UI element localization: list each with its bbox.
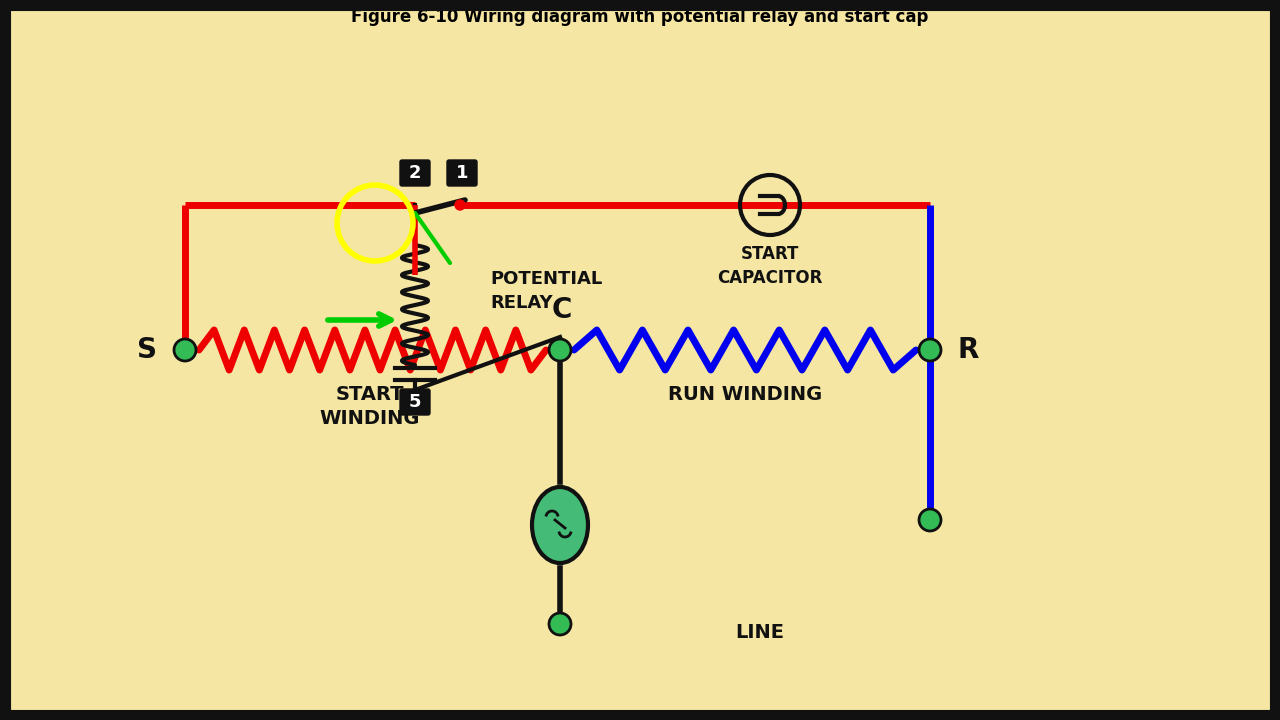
Text: START
WINDING: START WINDING [320,385,420,428]
FancyBboxPatch shape [447,160,477,186]
Circle shape [454,200,465,210]
Text: 1: 1 [456,164,468,182]
Text: C: C [552,296,572,324]
Text: LINE: LINE [736,623,785,642]
Text: 2: 2 [408,164,421,182]
Text: RUN WINDING: RUN WINDING [668,385,822,404]
Text: START
CAPACITOR: START CAPACITOR [717,245,823,287]
Ellipse shape [532,487,588,563]
Text: R: R [957,336,979,364]
Circle shape [549,613,571,635]
Circle shape [549,339,571,361]
Circle shape [919,339,941,361]
Circle shape [174,339,196,361]
Text: Figure 6-10 Wiring diagram with potential relay and start cap: Figure 6-10 Wiring diagram with potentia… [351,8,929,26]
Text: POTENTIAL
RELAY: POTENTIAL RELAY [490,270,603,312]
FancyBboxPatch shape [399,389,430,415]
Circle shape [919,509,941,531]
Text: 5: 5 [408,393,421,411]
Text: S: S [137,336,157,364]
FancyBboxPatch shape [399,160,430,186]
